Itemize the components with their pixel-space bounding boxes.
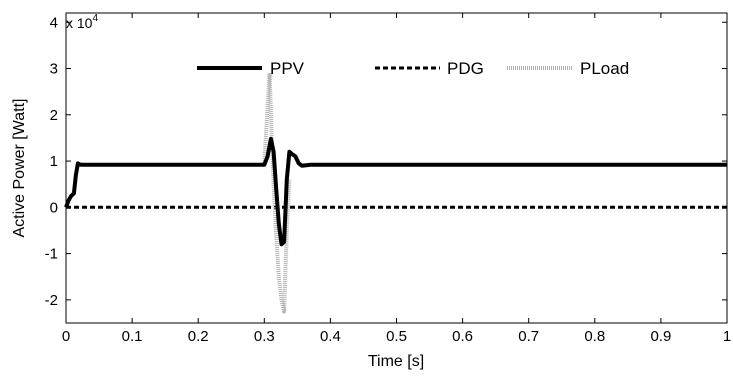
x-tick-label: 0.3: [254, 328, 275, 345]
y-exponent: x 104: [66, 13, 98, 31]
x-tick-label: 0.2: [188, 328, 209, 345]
y-tick-label: 3: [50, 61, 58, 78]
x-tick-label: 0: [62, 328, 70, 345]
x-tick-label: 0.6: [452, 328, 473, 345]
y-exponent-power: 4: [92, 13, 98, 24]
series-line-ppv: [64, 136, 727, 247]
y-tick-label: -1: [45, 246, 58, 263]
y-tick-label: 0: [50, 199, 58, 216]
x-tick-label: 0.7: [518, 328, 539, 345]
y-tick-label: 2: [50, 107, 58, 124]
series-line-pload: [262, 71, 292, 314]
x-tick-label: 1: [723, 328, 731, 345]
y-axis-label: Active Power [Watt]: [11, 99, 28, 238]
axis-ticks: [65, 13, 728, 323]
legend-label-pload: PLoad: [580, 59, 629, 78]
x-tick-label: 0.1: [122, 328, 143, 345]
x-tick-label: 0.4: [320, 328, 341, 345]
legend: PPV PDG PLoad: [197, 59, 629, 78]
y-tick-label: 4: [50, 14, 58, 31]
x-tick-label: 0.5: [386, 328, 407, 345]
x-tick-labels: 0 0.1 0.2 0.3 0.4 0.5 0.6 0.7 0.8 0.9 1: [62, 328, 731, 345]
y-tick-labels: -2 -1 0 1 2 3 4: [45, 14, 58, 309]
x-tick-label: 0.8: [584, 328, 605, 345]
plot-area: [65, 12, 728, 324]
legend-label-ppv: PPV: [270, 59, 305, 78]
y-exponent-base: x 10: [66, 15, 93, 31]
x-axis-label: Time [s]: [368, 353, 424, 370]
y-tick-label: 1: [50, 153, 58, 170]
legend-label-pdg: PDG: [447, 59, 484, 78]
y-tick-label: -2: [45, 292, 58, 309]
series-lines: [64, 71, 727, 314]
x-tick-label: 0.9: [650, 328, 671, 345]
